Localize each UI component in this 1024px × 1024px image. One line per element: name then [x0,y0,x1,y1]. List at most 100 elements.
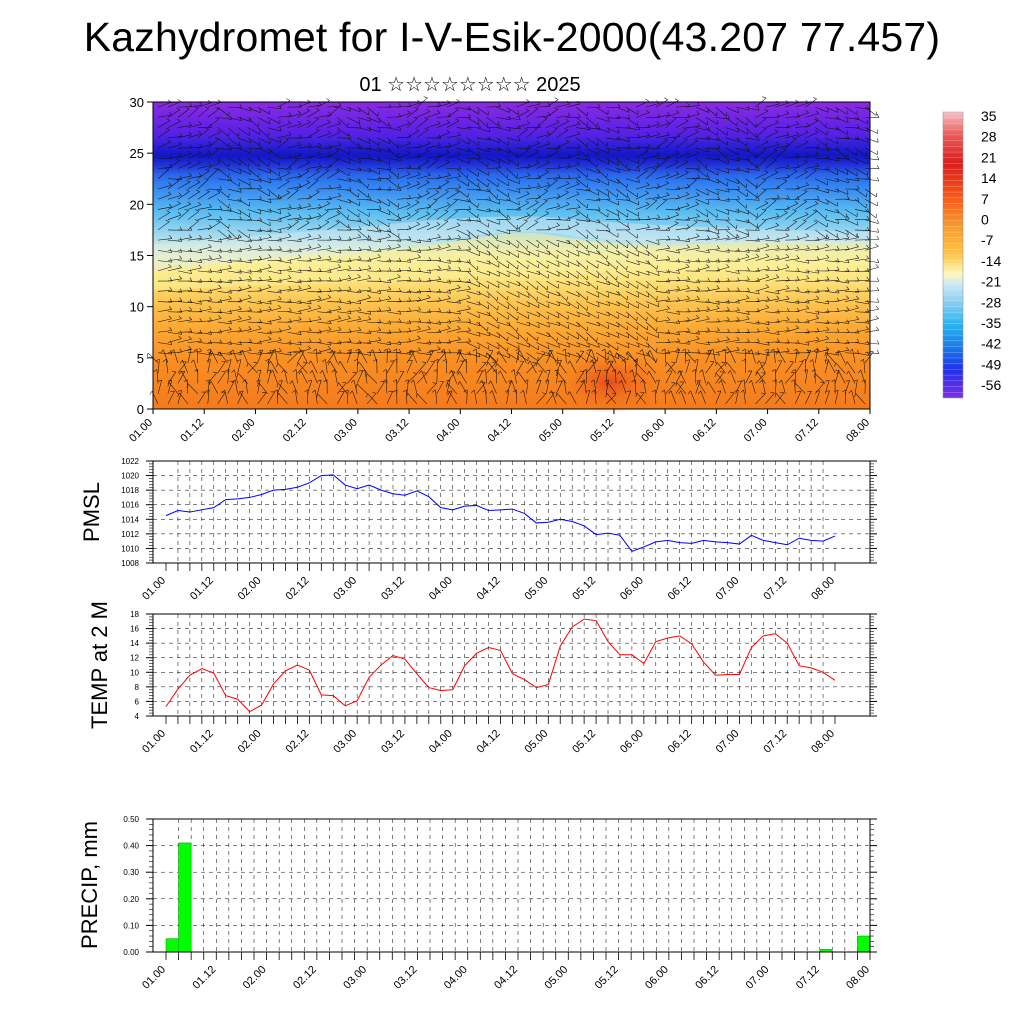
wind-barb-flag [697,349,701,353]
wind-barb [436,311,451,314]
wind-barb [695,318,710,323]
wind-barb [665,370,673,384]
wind-barb [187,250,202,254]
wind-barb-flag [791,369,796,372]
wind-barb [645,311,657,322]
wind-barb-flag [228,193,230,198]
wind-barb [565,348,567,363]
wind-barb-flag [259,184,262,189]
wind-barb [466,219,481,222]
wind-barb-flag [287,120,292,124]
wind-barb [855,311,870,313]
wind-barb [526,128,538,139]
wind-barb-flag [190,359,194,363]
wind-barb [655,194,670,200]
wind-barb-flag [812,209,817,212]
wind-barb-flag [737,195,740,200]
wind-barb [506,301,518,311]
wind-barb [337,106,351,112]
wind-barb [755,220,767,231]
wind-barb-flag [667,289,671,294]
wind-barb [196,348,199,363]
wind-barb-flag [457,132,461,136]
wind-barb-flag [445,179,449,183]
wind-barb-flag [336,129,341,133]
wind-barb-flag [714,373,717,378]
wind-barb-flag [715,362,718,366]
wind-barb [217,137,229,147]
wind-barb [396,204,411,210]
wind-barb [297,362,308,374]
wind-barb-flag [463,389,468,393]
wind-barb-flag [736,336,740,341]
wind-barb [735,311,750,315]
wind-barb-flag [447,391,450,396]
wind-barb-flag [577,144,581,148]
wind-barb [615,369,617,384]
wind-barb-flag [736,346,740,351]
wind-barb-flag [837,146,840,151]
wind-barb [267,219,282,222]
wind-barb-flag [815,315,819,319]
wind-barb [327,159,339,169]
wind-barb-flag [677,276,681,281]
wind-barb [157,352,172,355]
wind-barb-flag [294,188,299,191]
wind-barb [625,250,639,257]
wind-barb-flag [328,277,332,281]
wind-barb-flag [695,150,699,154]
y-tick-label: 1008 [121,559,139,568]
wind-barb-flag [422,361,427,363]
wind-barb-flag [656,152,660,156]
wind-barb-flag [437,234,441,238]
wind-barb-flag [667,350,671,354]
wind-barb [157,250,172,253]
wind-barb [725,270,740,274]
wind-barb-flag [458,299,461,304]
wind-barb-flag [457,151,461,155]
wind-barb [615,301,629,309]
wind-barb-flag [256,379,261,382]
wind-barb-flag [831,379,836,382]
wind-barb [725,117,737,126]
wind-barb [499,370,507,384]
wind-barb [257,237,272,241]
wind-barb [536,291,549,299]
wind-barb-flag [845,361,848,366]
wind-barb [337,318,351,323]
wind-barb [267,249,282,251]
wind-barb [217,117,232,120]
wind-barb-flag [358,316,362,320]
wind-barb [197,270,212,273]
wind-barb-flag [586,306,588,311]
wind-barb-flag [322,359,326,362]
wind-barb [755,148,767,159]
wind-barb-flag [877,258,880,263]
wind-barb-flag [866,175,870,180]
wind-barb-flag [349,257,352,262]
wind-barb-flag [377,254,381,258]
wind-barb [187,133,202,139]
wind-barb-flag [812,97,817,100]
wind-barb-flag [817,278,820,282]
wind-barb [287,158,299,169]
wind-barb-flag [487,162,489,167]
x-tick-label: 08.00 [809,728,837,756]
wind-barb [635,239,648,249]
wind-barb [396,260,411,263]
wind-barb [466,117,479,125]
wind-barb-flag [418,370,422,374]
wind-barb-flag [309,257,312,262]
wind-barb-flag [369,196,372,201]
wind-barb-flag [786,131,790,135]
pmsl-line [165,474,836,552]
wind-barb [615,158,627,169]
wind-barb-flag [876,326,880,331]
wind-barb [187,331,202,335]
wind-barb [556,280,570,286]
wind-barb [755,286,769,292]
wind-barb [247,248,262,251]
wind-barb-flag [792,219,797,222]
wind-barb-flag [816,143,820,148]
wind-barb-flag [814,118,818,122]
